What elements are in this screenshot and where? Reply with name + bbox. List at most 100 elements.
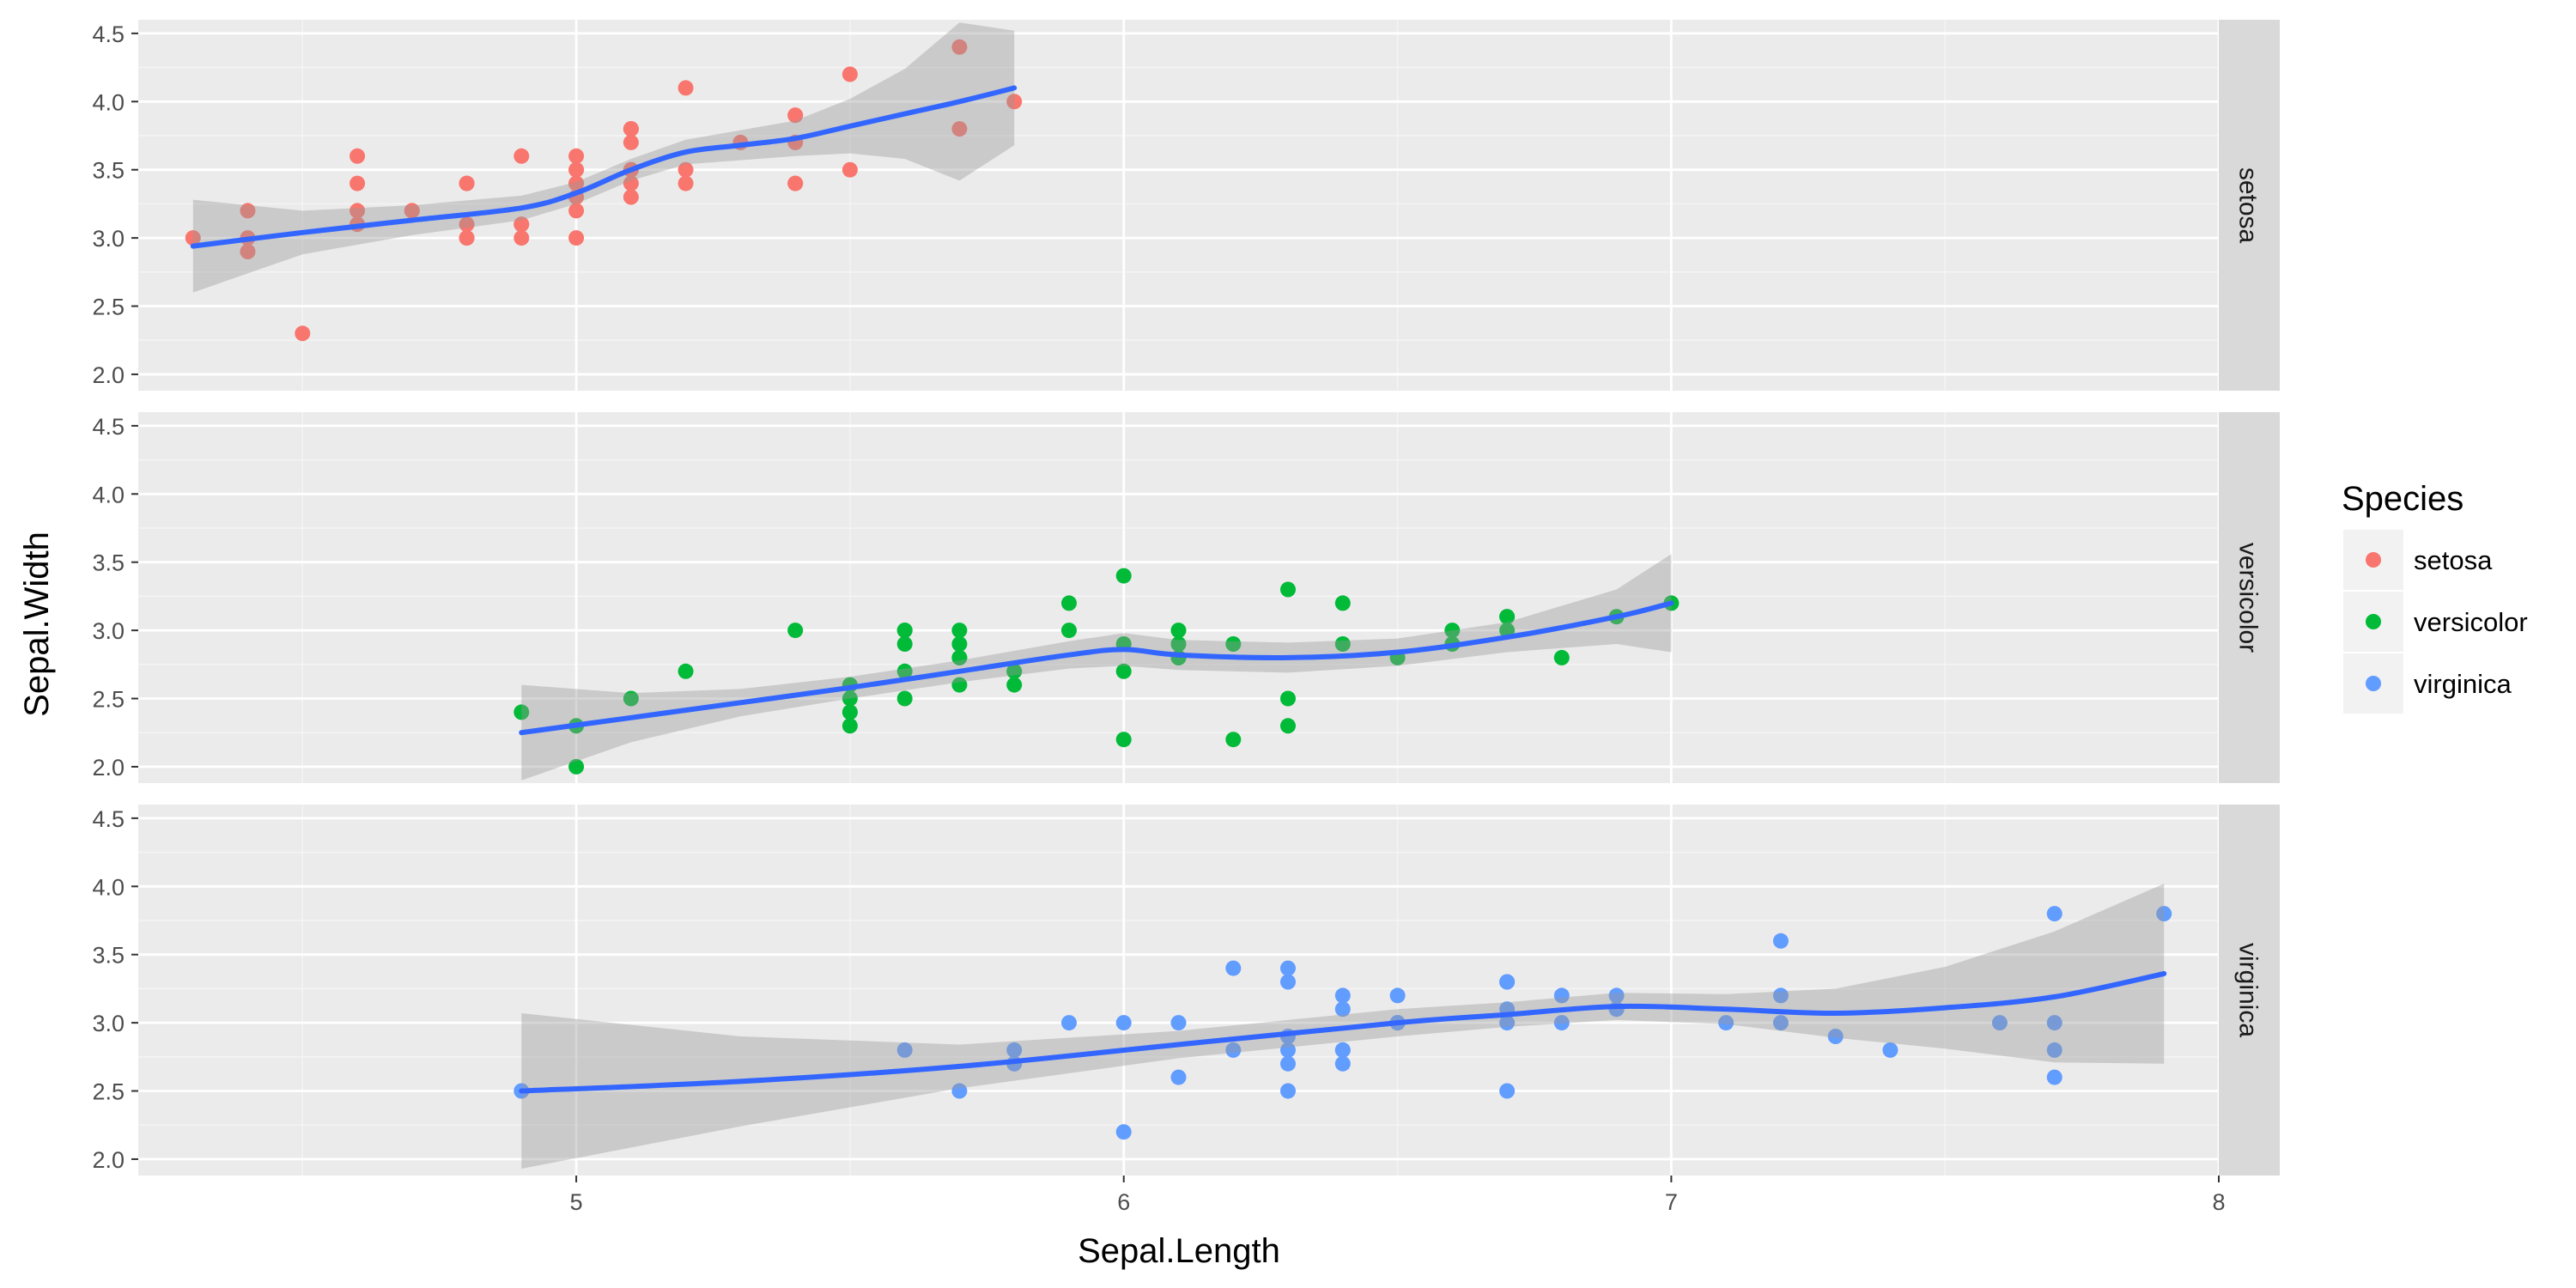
data-point — [513, 704, 530, 720]
data-point — [1170, 1015, 1187, 1031]
data-point — [1334, 636, 1351, 652]
data-point — [677, 80, 694, 96]
data-point — [1772, 987, 1789, 1004]
panel-versicolor: versicolor — [138, 412, 2280, 783]
smooth-line-versicolor — [519, 600, 1674, 736]
y-tick-label: 2.5 — [92, 687, 125, 713]
data-point — [623, 134, 639, 150]
data-point — [1006, 663, 1023, 679]
data-point — [841, 690, 858, 707]
data-point — [1499, 609, 1516, 625]
data-point — [1553, 1015, 1570, 1031]
data-point — [459, 230, 475, 246]
data-point — [841, 161, 858, 178]
y-tick-label: 2.0 — [92, 1147, 125, 1173]
data-point — [1170, 623, 1187, 639]
y-tick-label: 2.5 — [92, 1079, 125, 1105]
data-point — [1061, 623, 1077, 639]
data-point — [185, 230, 201, 246]
data-point — [568, 175, 585, 191]
data-point — [1061, 1015, 1077, 1031]
data-point — [623, 189, 639, 205]
data-point — [623, 175, 639, 191]
data-point — [513, 230, 530, 246]
data-point — [240, 203, 256, 219]
data-point — [1225, 1042, 1242, 1058]
data-point — [1115, 1015, 1132, 1031]
x-tick-label: 5 — [570, 1189, 583, 1215]
data-point — [677, 161, 694, 178]
y-tick-label: 2.0 — [92, 362, 125, 388]
data-point — [1061, 595, 1077, 611]
facet-panels: setosa versicolor virginica — [138, 20, 2280, 1176]
data-point — [951, 39, 968, 55]
data-point — [896, 636, 913, 652]
y-tick-label: 4.0 — [92, 482, 125, 507]
data-point — [1553, 649, 1570, 665]
data-point — [2156, 906, 2172, 922]
data-point — [568, 148, 585, 164]
data-point — [1280, 1055, 1296, 1072]
data-point — [896, 690, 913, 707]
y-tick-label: 3.0 — [92, 618, 125, 644]
points-virginica — [513, 906, 2172, 1140]
y-tick-label: 3.0 — [92, 1011, 125, 1036]
y-axes: 2.02.53.03.54.04.52.02.53.03.54.04.52.02… — [92, 21, 138, 1173]
y-axis-virginica: 2.0 2.5 3.0 3.5 4.0 4.5 — [92, 806, 138, 1173]
panel-setosa: setosa — [138, 20, 2280, 391]
data-point — [1280, 1042, 1296, 1058]
data-point — [1280, 581, 1296, 598]
data-point — [1280, 974, 1296, 990]
data-point — [2046, 1069, 2063, 1085]
data-point — [841, 704, 858, 720]
data-point — [1991, 1015, 2008, 1031]
x-axis-title: Sepal.Length — [1078, 1232, 1280, 1270]
data-point — [1718, 1015, 1735, 1031]
data-point — [568, 203, 585, 219]
data-point — [1280, 690, 1296, 707]
data-point — [623, 121, 639, 137]
data-point — [1608, 987, 1625, 1004]
data-point — [951, 1083, 968, 1099]
data-point — [1006, 94, 1023, 110]
x-tick-label: 7 — [1665, 1189, 1678, 1215]
data-point — [513, 148, 530, 164]
y-axis-title: Sepal.Width — [18, 532, 56, 717]
data-point — [349, 175, 366, 191]
data-point — [896, 623, 913, 639]
data-point — [1225, 960, 1242, 976]
gridlines — [138, 805, 2221, 1176]
data-point — [349, 148, 366, 164]
data-point — [1115, 732, 1132, 748]
y-tick-label: 4.5 — [92, 414, 125, 440]
legend-item-setosa: setosa — [2343, 530, 2493, 590]
data-point — [841, 66, 858, 82]
data-point — [1006, 1042, 1023, 1058]
legend-swatch — [2366, 676, 2381, 691]
data-point — [841, 718, 858, 734]
smooth-line-virginica — [519, 970, 2167, 1094]
legend-swatch — [2366, 552, 2381, 568]
data-point — [951, 649, 968, 665]
facet-strip — [2219, 412, 2280, 783]
legend-label: versicolor — [2414, 607, 2528, 637]
data-point — [240, 244, 256, 259]
data-point — [951, 121, 968, 137]
x-axis: 5 6 7 8 — [570, 1176, 2226, 1215]
data-point — [459, 216, 475, 233]
legend-label: setosa — [2414, 545, 2493, 575]
data-point — [1334, 595, 1351, 611]
data-point — [896, 1042, 913, 1058]
smooth-line-setosa — [190, 85, 1018, 249]
data-point — [404, 203, 420, 219]
data-point — [1115, 568, 1132, 584]
data-point — [459, 175, 475, 191]
data-point — [1225, 732, 1242, 748]
legend-label: virginica — [2414, 669, 2512, 699]
data-point — [568, 161, 585, 178]
data-point — [568, 758, 585, 775]
facet-strip-label: virginica — [2234, 943, 2263, 1037]
data-point — [1827, 1029, 1844, 1044]
data-point — [677, 663, 694, 679]
